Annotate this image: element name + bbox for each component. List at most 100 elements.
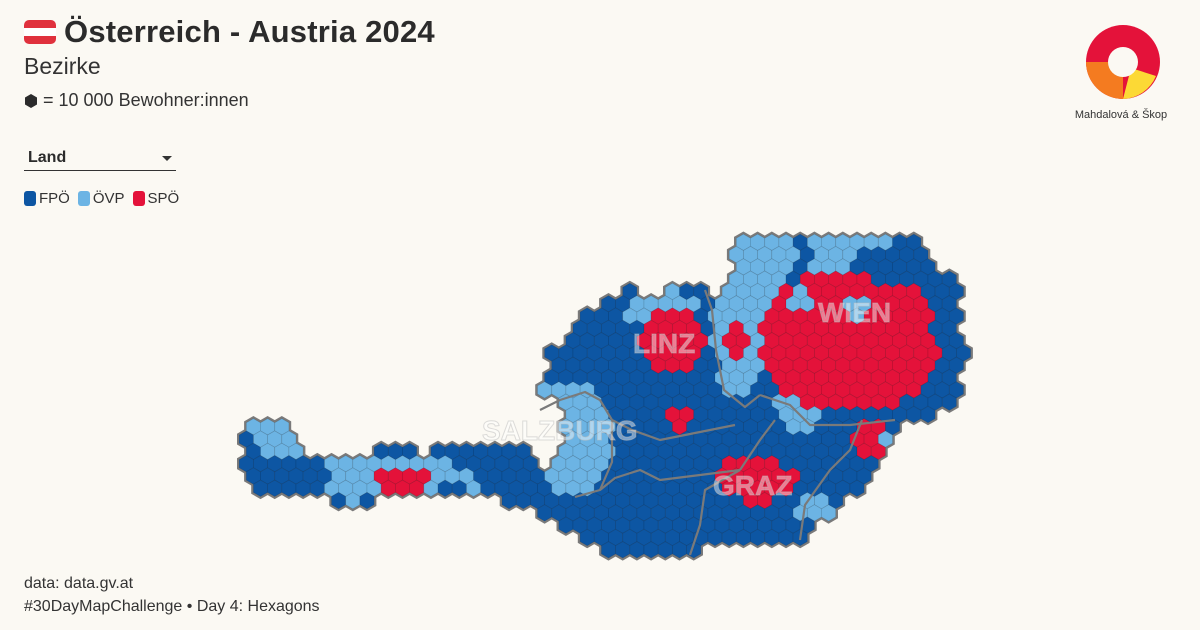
hex-cell xyxy=(558,368,574,387)
hex-outline xyxy=(812,465,831,487)
hex-cell xyxy=(856,418,872,436)
hex-cell xyxy=(508,455,524,473)
hex-cell xyxy=(821,504,837,522)
hex-outline xyxy=(861,428,881,450)
hex-cell xyxy=(899,295,915,313)
hex-outline xyxy=(577,452,597,475)
hex-cell xyxy=(814,319,829,338)
hex-outline xyxy=(798,465,817,487)
hex-outline xyxy=(833,403,853,426)
hex-outline xyxy=(428,465,448,487)
hex-cell xyxy=(863,233,879,251)
hex-outline xyxy=(599,317,618,340)
hex-outline xyxy=(790,231,810,254)
hex-outline xyxy=(897,366,917,389)
hex-cell xyxy=(707,528,723,547)
hex-cell xyxy=(870,368,886,387)
hex-cell xyxy=(778,282,794,301)
hex-cell xyxy=(899,245,915,264)
hex-outline xyxy=(371,465,391,487)
hex-outline xyxy=(691,428,711,450)
level-select[interactable]: Land xyxy=(24,146,176,171)
hex-cell xyxy=(316,467,332,485)
hex-cell xyxy=(679,307,695,325)
hex-cell xyxy=(821,307,837,325)
hex-outline xyxy=(719,280,739,303)
hex-outline xyxy=(805,379,824,401)
hex-cell xyxy=(565,455,581,473)
hex-cell xyxy=(856,295,872,313)
hex-cell xyxy=(863,356,879,374)
hex-cell xyxy=(842,295,858,313)
hex-outline xyxy=(698,342,718,364)
hex-outline xyxy=(655,317,675,340)
hex-outline xyxy=(606,452,625,475)
hex-outline xyxy=(918,329,938,352)
hex-outline xyxy=(648,379,668,401)
hex-outline xyxy=(755,514,775,536)
hex-cell xyxy=(806,430,822,448)
hex-outline xyxy=(940,391,959,413)
hex-cell xyxy=(579,528,595,547)
hex-cell xyxy=(856,467,872,485)
hex-cell xyxy=(721,504,737,522)
hex-outline xyxy=(812,440,831,463)
hex-outline xyxy=(655,489,675,512)
hex-outline xyxy=(641,440,661,463)
hex-cell xyxy=(792,504,808,522)
hex-outline xyxy=(826,243,846,266)
hex-outline xyxy=(563,329,583,352)
hex-cell xyxy=(828,467,844,485)
hex-outline xyxy=(840,440,860,463)
hex-cell xyxy=(444,442,460,461)
hex-outline xyxy=(790,305,810,327)
hex-outline xyxy=(769,514,789,536)
hex-outline xyxy=(833,452,853,475)
hex-outline xyxy=(357,465,377,487)
hex-outline xyxy=(805,452,824,475)
hex-outline xyxy=(570,391,590,413)
hex-cell xyxy=(821,356,837,374)
hex-outline xyxy=(599,366,618,389)
hex-outline xyxy=(535,502,554,524)
hex-cell xyxy=(799,418,815,436)
hex-outline xyxy=(783,366,803,389)
hex-outline xyxy=(726,317,746,340)
hex-cell xyxy=(572,319,588,338)
hex-cell xyxy=(608,528,624,547)
hex-cell xyxy=(664,430,680,448)
hex-cell xyxy=(821,282,837,301)
hex-outline xyxy=(648,526,668,549)
hex-outline xyxy=(634,403,654,426)
hex-outline xyxy=(726,391,746,413)
hex-outline xyxy=(251,452,270,475)
hex-outline xyxy=(663,305,682,327)
hex-outline xyxy=(414,465,434,487)
hex-cell xyxy=(849,430,865,448)
hex-cell xyxy=(693,479,709,497)
hex-outline xyxy=(762,280,782,303)
hex-outline xyxy=(812,416,831,438)
hex-outline xyxy=(286,440,306,463)
hex-cell xyxy=(544,344,560,362)
hex-outline xyxy=(620,379,640,401)
hex-outline xyxy=(670,391,689,413)
hex-outline xyxy=(762,526,782,549)
hex-cell xyxy=(828,418,844,436)
legend-swatch-fpo xyxy=(24,191,36,206)
hex-outline xyxy=(826,465,846,487)
hex-outline xyxy=(925,366,945,389)
hex-cell xyxy=(714,516,730,534)
hex-cell xyxy=(458,442,474,461)
hex-cell xyxy=(608,504,624,522)
hex-cell xyxy=(579,430,595,448)
hex-cell xyxy=(707,332,723,350)
hex-cell xyxy=(515,491,531,510)
hex-cell xyxy=(601,541,616,559)
hex-outline xyxy=(620,452,640,475)
hex-cell xyxy=(728,295,744,313)
hex-cell xyxy=(586,368,602,387)
hex-cell xyxy=(686,319,702,338)
hex-outline xyxy=(577,403,597,426)
hex-cell xyxy=(295,455,311,473)
